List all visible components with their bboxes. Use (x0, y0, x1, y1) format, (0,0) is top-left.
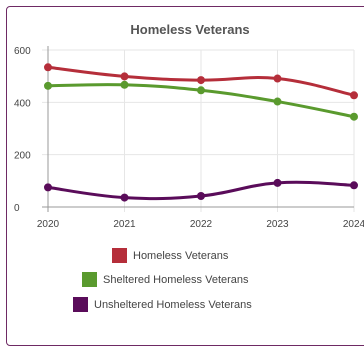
data-point-homeless[interactable] (44, 63, 52, 72)
chart-title: Homeless Veterans (130, 22, 249, 37)
data-point-sheltered[interactable] (273, 97, 282, 106)
data-point-homeless[interactable] (273, 74, 282, 83)
x-tick-label: 2024 (343, 219, 364, 230)
y-tick-label: 400 (14, 98, 31, 109)
line-chart: Homeless Veterans 0 200 400 600 2020 2021 2022… (14, 22, 364, 230)
data-point-homeless[interactable] (120, 72, 129, 81)
axes: 0 200 400 600 2020 2021 2022 2023 2024 (14, 46, 364, 230)
legend-item-homeless[interactable]: Homeless Veterans (112, 248, 228, 263)
chart-card (6, 6, 364, 346)
data-point-sheltered[interactable] (197, 86, 205, 95)
data-point-unsheltered[interactable] (350, 181, 358, 190)
legend-swatch-sheltered (82, 272, 97, 287)
x-tick-label: 2023 (266, 219, 289, 230)
data-point-sheltered[interactable] (44, 81, 52, 90)
y-tick-label: 0 (14, 203, 20, 214)
data-point-homeless[interactable] (197, 76, 205, 85)
x-tick-label: 2021 (113, 219, 136, 230)
data-point-sheltered[interactable] (350, 112, 358, 121)
data-point-unsheltered[interactable] (44, 183, 52, 192)
y-tick-label: 200 (14, 151, 31, 162)
data-point-homeless[interactable] (350, 91, 358, 100)
legend-swatch-homeless (112, 248, 127, 263)
legend-item-unsheltered[interactable]: Unsheltered Homeless Veterans (73, 297, 252, 312)
legend-label-sheltered: Sheltered Homeless Veterans (103, 273, 249, 286)
legend-item-sheltered[interactable]: Sheltered Homeless Veterans (82, 272, 249, 287)
y-tick-label: 600 (14, 46, 31, 57)
data-point-unsheltered[interactable] (273, 178, 282, 187)
legend-label-unsheltered: Unsheltered Homeless Veterans (94, 298, 252, 311)
grid-lines (42, 49, 355, 212)
data-point-unsheltered[interactable] (120, 193, 129, 202)
legend-label-homeless: Homeless Veterans (133, 249, 229, 262)
data-points (44, 63, 358, 202)
legend-swatch-unsheltered (73, 297, 88, 312)
data-point-sheltered[interactable] (120, 80, 129, 89)
x-tick-label: 2022 (190, 219, 213, 230)
data-point-unsheltered[interactable] (197, 192, 205, 201)
x-tick-label: 2020 (37, 219, 60, 230)
